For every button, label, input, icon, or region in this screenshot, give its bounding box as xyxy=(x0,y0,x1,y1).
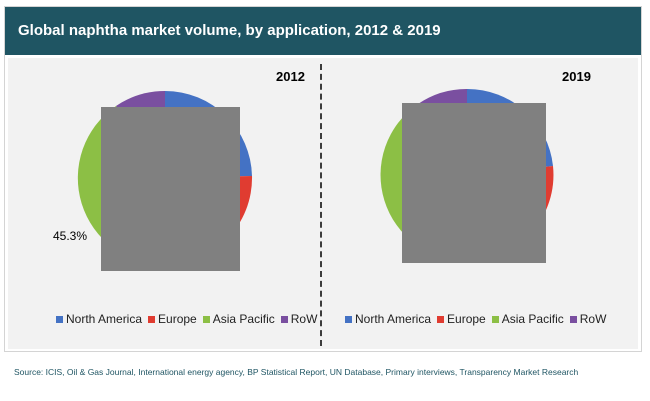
legend-swatch-europe xyxy=(437,315,445,323)
legend-swatch-north-america xyxy=(56,315,63,323)
legend-swatch-row xyxy=(569,315,577,323)
legend-swatch-asia-pacific xyxy=(491,315,499,323)
pie-2019 xyxy=(380,88,554,263)
pie-2012 xyxy=(77,90,253,271)
legend-item-north-america: North America xyxy=(56,312,142,326)
legend-label-row: RoW xyxy=(579,312,607,326)
legend-swatch-asia-pacific xyxy=(202,315,210,323)
legend-item-asia-pacific: Asia Pacific xyxy=(202,312,275,326)
legend-label-row: RoW xyxy=(290,312,318,326)
legend-item-europe: Europe xyxy=(148,312,197,326)
panel-divider xyxy=(320,64,322,346)
legend-label-asia-pacific: Asia Pacific xyxy=(501,312,564,326)
legend-2019: North America Europe Asia Pacific RoW xyxy=(345,312,612,326)
overlay-rect-2019 xyxy=(402,103,546,263)
legend-item-row: RoW xyxy=(280,312,318,326)
legend-item-europe: Europe xyxy=(437,312,486,326)
chart-title: Global naphtha market volume, by applica… xyxy=(18,22,441,39)
legend-swatch-row xyxy=(280,315,288,323)
legend-2012: North America Europe Asia Pacific RoW xyxy=(56,312,323,326)
legend-label-north-america: North America xyxy=(355,312,432,326)
legend-item-north-america: North America xyxy=(345,312,431,326)
legend-item-asia-pacific: Asia Pacific xyxy=(491,312,564,326)
legend-label-asia-pacific: Asia Pacific xyxy=(212,312,275,326)
data-label-asia-pacific-2012: 45.3% xyxy=(53,229,87,243)
legend-label-north-america: North America xyxy=(66,312,143,326)
legend-label-europe: Europe xyxy=(158,312,197,326)
title-bar: Global naphtha market volume, by applica… xyxy=(5,7,641,55)
panel-title-2019: 2019 xyxy=(562,69,591,84)
source-note: Source: ICIS, Oil & Gas Journal, Interna… xyxy=(14,367,579,377)
legend-label-europe: Europe xyxy=(447,312,486,326)
legend-swatch-europe xyxy=(148,315,156,323)
legend-item-row: RoW xyxy=(569,312,607,326)
panel-title-2012: 2012 xyxy=(276,69,305,84)
overlay-rect-2012 xyxy=(101,107,240,271)
legend-swatch-north-america xyxy=(345,315,352,323)
